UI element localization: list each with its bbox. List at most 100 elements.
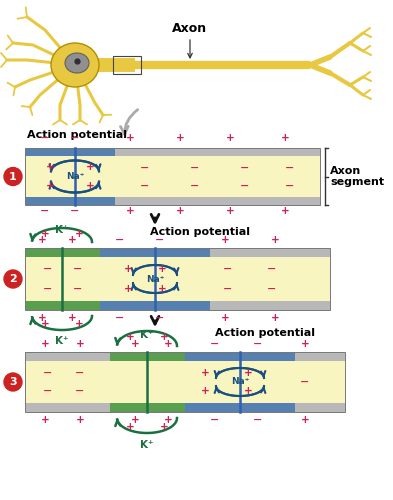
Text: +: + [163, 339, 173, 349]
Text: +: + [220, 313, 230, 323]
Text: Na⁺: Na⁺ [66, 172, 84, 181]
Text: −: − [155, 235, 165, 245]
Bar [25, 248, 100, 257]
Text: Axon
segment: Axon segment [330, 166, 384, 188]
Text: −: − [190, 180, 200, 190]
Ellipse shape [51, 43, 99, 87]
Text: −: − [210, 415, 220, 425]
Text: +: + [40, 229, 50, 239]
Text: −: − [43, 386, 53, 396]
Text: −: − [75, 368, 84, 378]
Text: Action potential: Action potential [150, 227, 250, 237]
Text: +: + [158, 264, 166, 274]
Text: −: − [43, 284, 53, 294]
Text: +: + [75, 339, 84, 349]
Circle shape [4, 168, 22, 186]
Text: −: − [40, 206, 50, 216]
Text: −: − [223, 284, 233, 294]
Text: −: − [43, 264, 53, 274]
Bar [25, 352, 345, 361]
Text: +: + [126, 206, 134, 216]
Text: −: − [155, 313, 165, 323]
Text: +: + [200, 368, 209, 378]
Text: −: − [223, 264, 233, 274]
Text: +: + [75, 415, 84, 425]
Text: +: + [68, 235, 76, 245]
Text: −: − [253, 415, 263, 425]
Text: +: + [46, 162, 54, 172]
Text: +: + [130, 415, 140, 425]
Text: +: + [301, 415, 309, 425]
Text: −: − [285, 162, 295, 172]
Bar [185, 352, 295, 361]
Text: −: − [70, 133, 80, 143]
Text: −: − [267, 264, 277, 274]
Text: 3: 3 [9, 377, 17, 387]
Text: Axon: Axon [173, 22, 208, 35]
Bar [25, 148, 320, 205]
Text: +: + [40, 415, 50, 425]
Text: +: + [160, 332, 168, 342]
Text: Na⁺: Na⁺ [231, 378, 249, 386]
Text: −: − [253, 339, 263, 349]
Text: +: + [301, 339, 309, 349]
Bar [25, 197, 320, 205]
Text: +: + [281, 206, 289, 216]
Text: Action potential: Action potential [27, 130, 127, 140]
Text: +: + [75, 229, 83, 239]
Text: −: − [115, 313, 125, 323]
Text: +: + [160, 422, 168, 432]
Text: Action potential: Action potential [215, 328, 315, 338]
Bar [185, 403, 295, 412]
Text: −: − [267, 284, 277, 294]
Text: 1: 1 [9, 172, 17, 181]
Text: +: + [271, 313, 279, 323]
Text: +: + [271, 235, 279, 245]
Text: −: − [285, 180, 295, 190]
Text: −: − [190, 162, 200, 172]
Text: +: + [38, 313, 46, 323]
Bar [25, 352, 345, 412]
Text: −: − [140, 162, 150, 172]
Text: +: + [68, 313, 76, 323]
Bar [110, 352, 185, 361]
Bar [25, 156, 320, 197]
Text: +: + [244, 368, 252, 378]
Text: 2: 2 [9, 274, 17, 284]
Bar [25, 301, 330, 310]
Circle shape [4, 270, 22, 288]
Text: +: + [130, 339, 140, 349]
Bar [25, 257, 330, 301]
Text: +: + [86, 180, 94, 190]
Bar [110, 403, 185, 412]
Text: −: − [140, 180, 150, 190]
Text: −: − [240, 180, 250, 190]
Text: −: − [300, 377, 310, 387]
Bar [100, 301, 210, 310]
Text: Na⁺: Na⁺ [146, 274, 164, 283]
Text: K⁺: K⁺ [55, 225, 69, 235]
Bar [25, 197, 115, 205]
Text: +: + [220, 235, 230, 245]
Text: +: + [226, 206, 234, 216]
Text: +: + [38, 235, 46, 245]
Circle shape [4, 373, 22, 391]
Ellipse shape [65, 53, 89, 73]
Bar [25, 148, 320, 156]
Text: −: − [73, 264, 83, 274]
Text: +: + [244, 386, 252, 396]
Text: +: + [126, 422, 134, 432]
Text: −: − [73, 284, 83, 294]
Text: +: + [124, 284, 132, 294]
Text: +: + [226, 133, 234, 143]
Text: −: − [40, 133, 50, 143]
Bar [25, 361, 345, 403]
Text: −: − [70, 206, 80, 216]
Bar [25, 148, 115, 156]
Bar [100, 248, 210, 257]
Text: +: + [126, 332, 134, 342]
Text: K⁺: K⁺ [55, 336, 69, 346]
Bar [25, 403, 345, 412]
Text: −: − [115, 235, 125, 245]
Bar [25, 301, 100, 310]
